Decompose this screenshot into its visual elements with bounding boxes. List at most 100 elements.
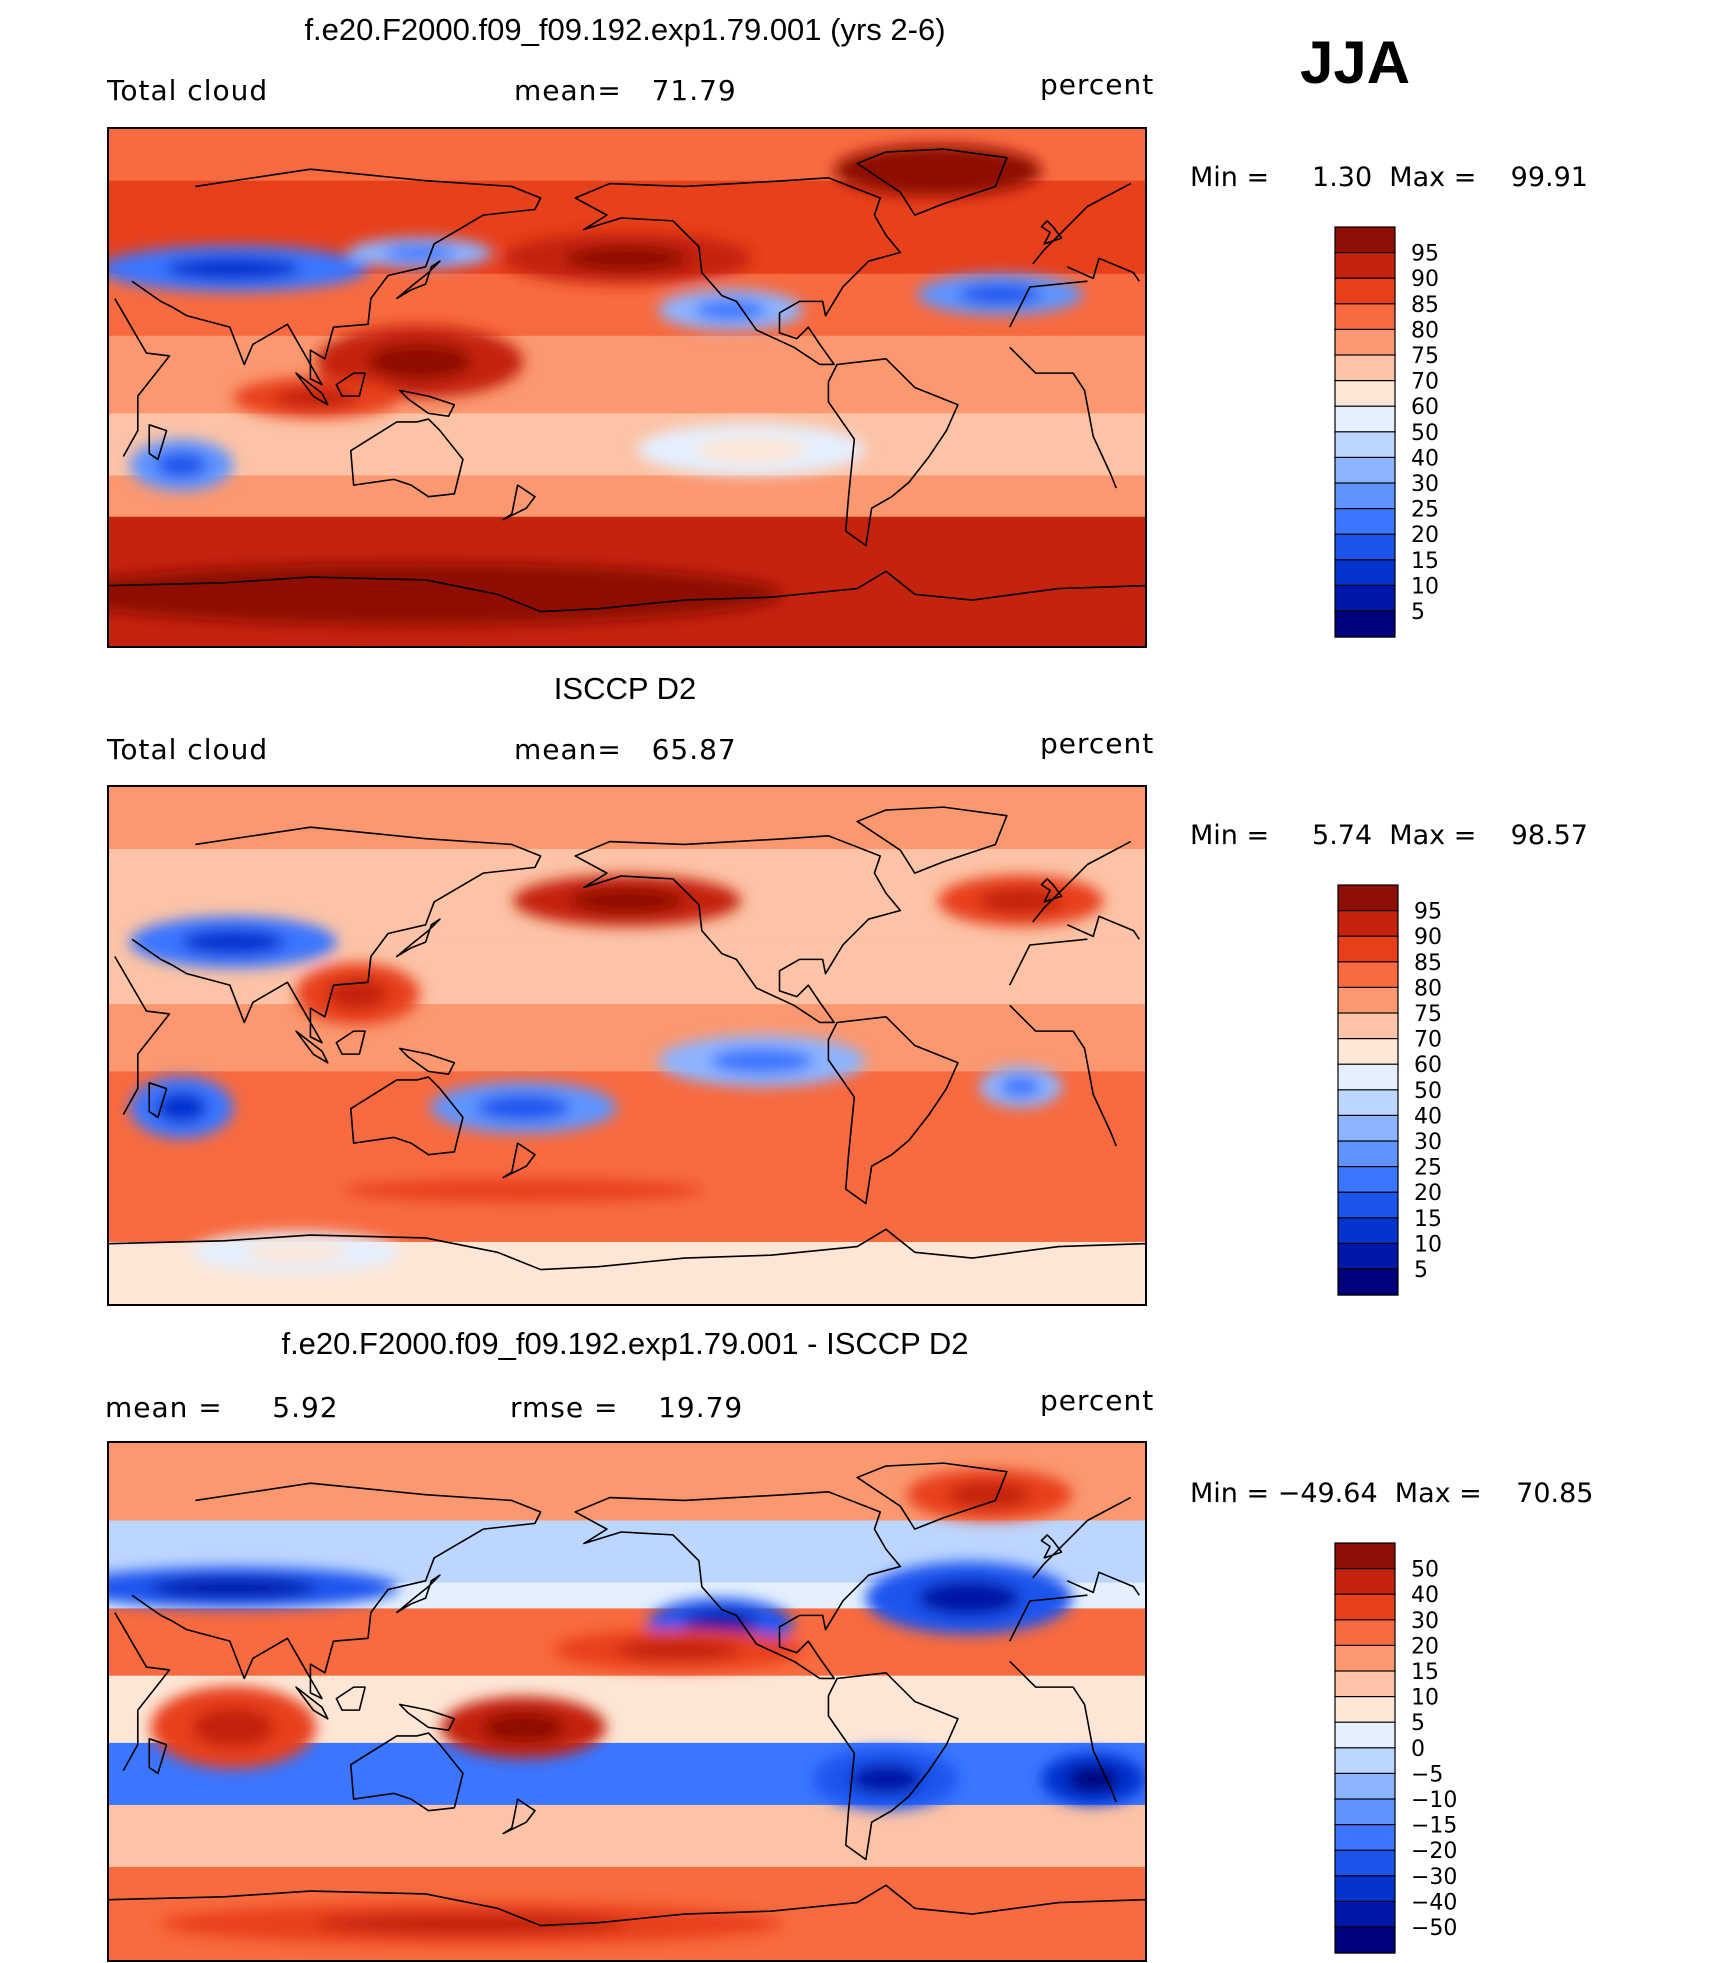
colorbar-swatch — [1334, 482, 1396, 510]
coast-australia — [349, 1076, 464, 1156]
coast-eurasia-2 — [131, 1482, 542, 1700]
coast-japan — [395, 918, 441, 958]
colorbar-swatch — [1334, 1849, 1396, 1877]
coast-eurasia-2 — [131, 168, 542, 386]
colorbar-tick-label: 20 — [1411, 523, 1439, 548]
colorbar-swatch — [1337, 935, 1399, 963]
colorbar-tick-label: −20 — [1411, 1839, 1457, 1864]
colorbar-swatch — [1337, 1038, 1399, 1066]
coast-british-isles — [1040, 878, 1063, 903]
coast-antarctica — [109, 570, 1145, 613]
coast-new-zealand — [502, 484, 536, 521]
panel-1-units-label: percent — [1040, 68, 1155, 101]
coast-africa-3 — [1009, 1004, 1117, 1147]
blob-north-pacific-cloudy-core — [564, 245, 690, 272]
colorbar-swatch — [1334, 405, 1396, 433]
panel-2-mean-label: mean= 65.87 — [514, 733, 737, 766]
panel-3-mean-label: mean = 5.92 — [105, 1391, 339, 1424]
colorbar-tick-label: −15 — [1411, 1814, 1457, 1839]
coast-eurasia-1 — [1032, 840, 1132, 923]
colorbar-tick-label: 10 — [1411, 574, 1439, 599]
season-label: JJA — [1300, 29, 1411, 96]
colorbar-tick-label: 40 — [1411, 1583, 1439, 1608]
coast-japan — [395, 1574, 441, 1614]
coast-eurasia-3 — [1066, 1571, 1140, 1596]
coast-south-america — [827, 1672, 959, 1861]
colorbar-tick-label: 90 — [1414, 925, 1442, 950]
coast-africa-2 — [114, 956, 171, 1115]
colorbar-tick-label: 15 — [1414, 1207, 1442, 1232]
coast-greenland — [856, 148, 1008, 216]
colorbar-swatch — [1337, 1217, 1399, 1245]
blob-greenland-cloudy-core — [886, 157, 990, 184]
coast-new-zealand — [502, 1798, 536, 1835]
colorbar-swatch — [1334, 1772, 1396, 1801]
coast-north-america — [574, 1491, 902, 1680]
colorbar-swatch — [1334, 1568, 1396, 1596]
coast-new-guinea — [398, 1047, 456, 1075]
latitude-band-7 — [109, 1804, 1145, 1868]
coast-africa-3 — [1009, 1660, 1117, 1803]
colorbar-tick-label: 40 — [1414, 1104, 1442, 1129]
coast-new-guinea — [398, 1703, 456, 1731]
colorbar-swatch — [1334, 610, 1396, 638]
colorbar-swatch — [1337, 986, 1399, 1015]
panel-1-colorbar: 95 90 85 80 75 70 60 50 40 30 25 20 15 10 5 — [1334, 226, 1495, 645]
blob-eurasia-negative-core — [150, 1577, 317, 1599]
colorbar-tick-label: 30 — [1411, 1609, 1439, 1634]
blob-greenland-positive-core — [948, 1481, 1032, 1508]
colorbar-swatch — [1334, 303, 1396, 331]
coast-borneo — [335, 1686, 366, 1711]
colorbar-tick-label: 50 — [1414, 1079, 1442, 1104]
blob-central-pacific-positive-core — [616, 1639, 741, 1661]
colorbar-swatch — [1334, 1696, 1396, 1724]
blob-southern-ocean-cloudy-core — [238, 578, 602, 610]
blob-north-atlantic-cloudy-core — [979, 887, 1063, 914]
colorbar-swatch — [1334, 584, 1396, 613]
colorbar-swatch — [1334, 431, 1396, 459]
colorbar-swatch — [1334, 1593, 1396, 1621]
colorbar-tick-label: 50 — [1411, 1558, 1439, 1583]
colorbar-swatch — [1334, 1824, 1396, 1852]
colorbar-swatch — [1334, 1900, 1396, 1929]
panel-3-colorbar: 50 40 30 20 15 10 5 0 −5 −10 −15 −20 −30 −40 −50 — [1334, 1542, 1495, 1961]
colorbar-swatch — [1334, 277, 1396, 305]
colorbar-swatch — [1334, 1798, 1396, 1826]
coast-north-america — [574, 177, 902, 366]
coast-eurasia-3 — [1066, 915, 1140, 940]
coast-sumatra — [295, 1030, 329, 1064]
latitude-band-4 — [109, 1004, 1145, 1073]
blob-south-pacific-clear-core — [694, 436, 809, 463]
blob-north-africa-clear-core — [165, 257, 301, 281]
colorbar-tick-label: 95 — [1411, 242, 1439, 267]
coast-africa-1 — [1009, 280, 1088, 328]
panel-3-rmse-label: rmse = 19.79 — [510, 1391, 744, 1424]
coast-antarctica — [109, 1228, 1145, 1271]
coast-borneo — [335, 1030, 366, 1055]
colorbar-tick-label: 25 — [1411, 498, 1439, 523]
colorbar-swatch — [1334, 380, 1396, 408]
coast-australia — [349, 1732, 464, 1812]
coast-eurasia-1 — [1032, 182, 1132, 265]
colorbar-tick-label: −40 — [1411, 1890, 1457, 1915]
panel-1-minmax: Min = 1.30 Max = 99.91 — [1190, 162, 1588, 193]
colorbar-tick-label: 40 — [1411, 446, 1439, 471]
colorbar-tick-label: −50 — [1411, 1916, 1457, 1941]
coast-borneo — [335, 372, 366, 397]
colorbar-tick-label: 0 — [1411, 1737, 1425, 1762]
blob-australia-positive-core — [481, 1711, 565, 1743]
colorbar-swatch — [1334, 328, 1396, 357]
blob-south-pacific-clear-core — [709, 1048, 814, 1074]
colorbar-tick-label: 15 — [1411, 549, 1439, 574]
blob-atlantic-clear-core — [958, 284, 1042, 305]
colorbar-swatch — [1334, 226, 1396, 254]
colorbar-tick-label: 10 — [1414, 1232, 1442, 1257]
panel-2-minmax: Min = 5.74 Max = 98.57 — [1190, 820, 1588, 851]
coast-madagascar — [148, 1738, 168, 1775]
blob-atlantic-negative-core — [917, 1580, 1021, 1617]
panel-1-mean-label: mean= 71.79 — [514, 74, 737, 107]
coast-south-america — [827, 1016, 959, 1205]
colorbar-swatch — [1337, 884, 1399, 912]
colorbar-tick-label: 20 — [1411, 1634, 1439, 1659]
colorbar-swatch — [1334, 1644, 1396, 1673]
